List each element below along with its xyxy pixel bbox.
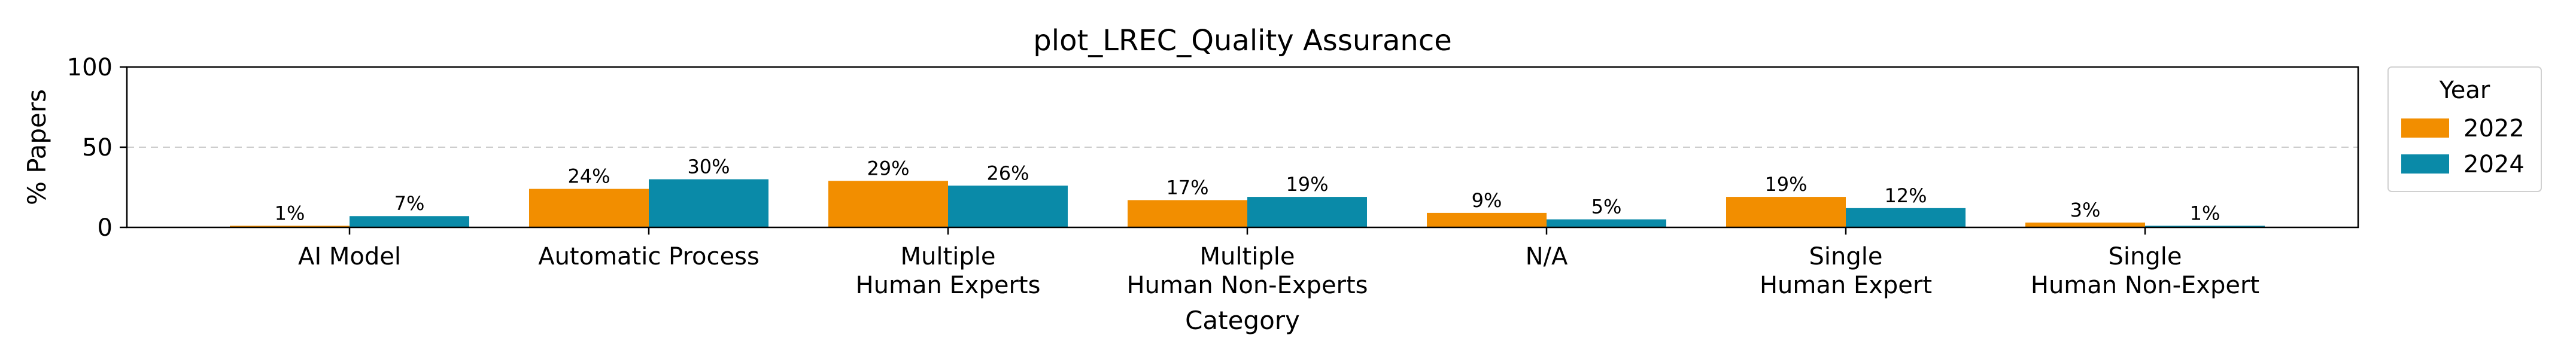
data-label-2024-4: 5% bbox=[1591, 196, 1622, 218]
data-label-2022-3: 17% bbox=[1166, 176, 1208, 199]
legend: Year 2022 2024 bbox=[2387, 66, 2542, 192]
x-tick-label: N/A bbox=[1526, 243, 1568, 270]
data-label-2024-5: 12% bbox=[1884, 184, 1927, 207]
x-tick-label: Human Non-Experts bbox=[1126, 272, 1368, 299]
x-tick-label: Multiple bbox=[901, 243, 996, 270]
x-tick-label: Single bbox=[1809, 243, 1883, 270]
legend-title: Year bbox=[2439, 77, 2490, 104]
plot-area: 0 50 100 1% 7% AI Model 24% 30% Automatic Proces… bbox=[67, 54, 2359, 299]
x-tick-label: Single bbox=[2109, 243, 2182, 270]
x-tick-label: Human Non-Expert bbox=[2031, 272, 2259, 299]
data-label-2022-0: 1% bbox=[275, 202, 305, 224]
bar-2022-1 bbox=[529, 188, 649, 227]
bar-2024-6 bbox=[2145, 226, 2265, 227]
x-tick-label: Multiple bbox=[1200, 243, 1295, 270]
data-label-2022-6: 3% bbox=[2070, 199, 2101, 221]
data-label-2022-2: 29% bbox=[867, 157, 909, 180]
bar-2024-4 bbox=[1547, 219, 1666, 227]
x-tick-label: Human Expert bbox=[1760, 272, 1932, 299]
bar-2024-5 bbox=[1846, 208, 1966, 227]
legend-swatch-2022 bbox=[2401, 118, 2449, 138]
x-tick-label: AI Model bbox=[298, 243, 401, 270]
x-tick-label: Automatic Process bbox=[538, 243, 760, 270]
bar-2022-4 bbox=[1427, 212, 1547, 227]
y-tick-label: 50 bbox=[82, 134, 113, 162]
plot-frame bbox=[126, 66, 2359, 229]
x-axis-label: Category bbox=[1185, 306, 1300, 335]
data-label-2024-6: 1% bbox=[2190, 202, 2220, 224]
y-tick-label: 0 bbox=[98, 214, 113, 242]
bar-2022-0 bbox=[230, 226, 350, 227]
data-label-2024-2: 26% bbox=[986, 162, 1029, 184]
bar-2022-2 bbox=[828, 181, 948, 227]
data-label-2024-3: 19% bbox=[1286, 173, 1328, 196]
bar-2022-3 bbox=[1128, 200, 1247, 227]
bar-2024-3 bbox=[1247, 197, 1367, 227]
bar-2022-6 bbox=[2025, 222, 2145, 227]
bar-2024-2 bbox=[948, 185, 1068, 227]
legend-entry-2022: 2022 bbox=[2463, 115, 2525, 142]
y-axis-label: % Papers bbox=[22, 89, 51, 205]
bar-2024-1 bbox=[649, 179, 768, 227]
y-tick-label: 100 bbox=[67, 54, 113, 81]
legend-entry-2024: 2024 bbox=[2463, 151, 2525, 178]
data-label-2022-5: 19% bbox=[1764, 173, 1807, 196]
x-tick-label: Human Experts bbox=[856, 272, 1041, 299]
data-label-2022-4: 9% bbox=[1472, 189, 1502, 212]
data-label-2022-1: 24% bbox=[567, 165, 610, 188]
data-label-2024-0: 7% bbox=[394, 192, 425, 215]
data-label-2024-1: 30% bbox=[687, 156, 730, 178]
chart-title: plot_LREC_Quality Assurance bbox=[1033, 24, 1451, 57]
legend-swatch-2024 bbox=[2401, 154, 2449, 174]
bar-2022-5 bbox=[1726, 197, 1846, 227]
bar-2024-0 bbox=[350, 216, 469, 227]
